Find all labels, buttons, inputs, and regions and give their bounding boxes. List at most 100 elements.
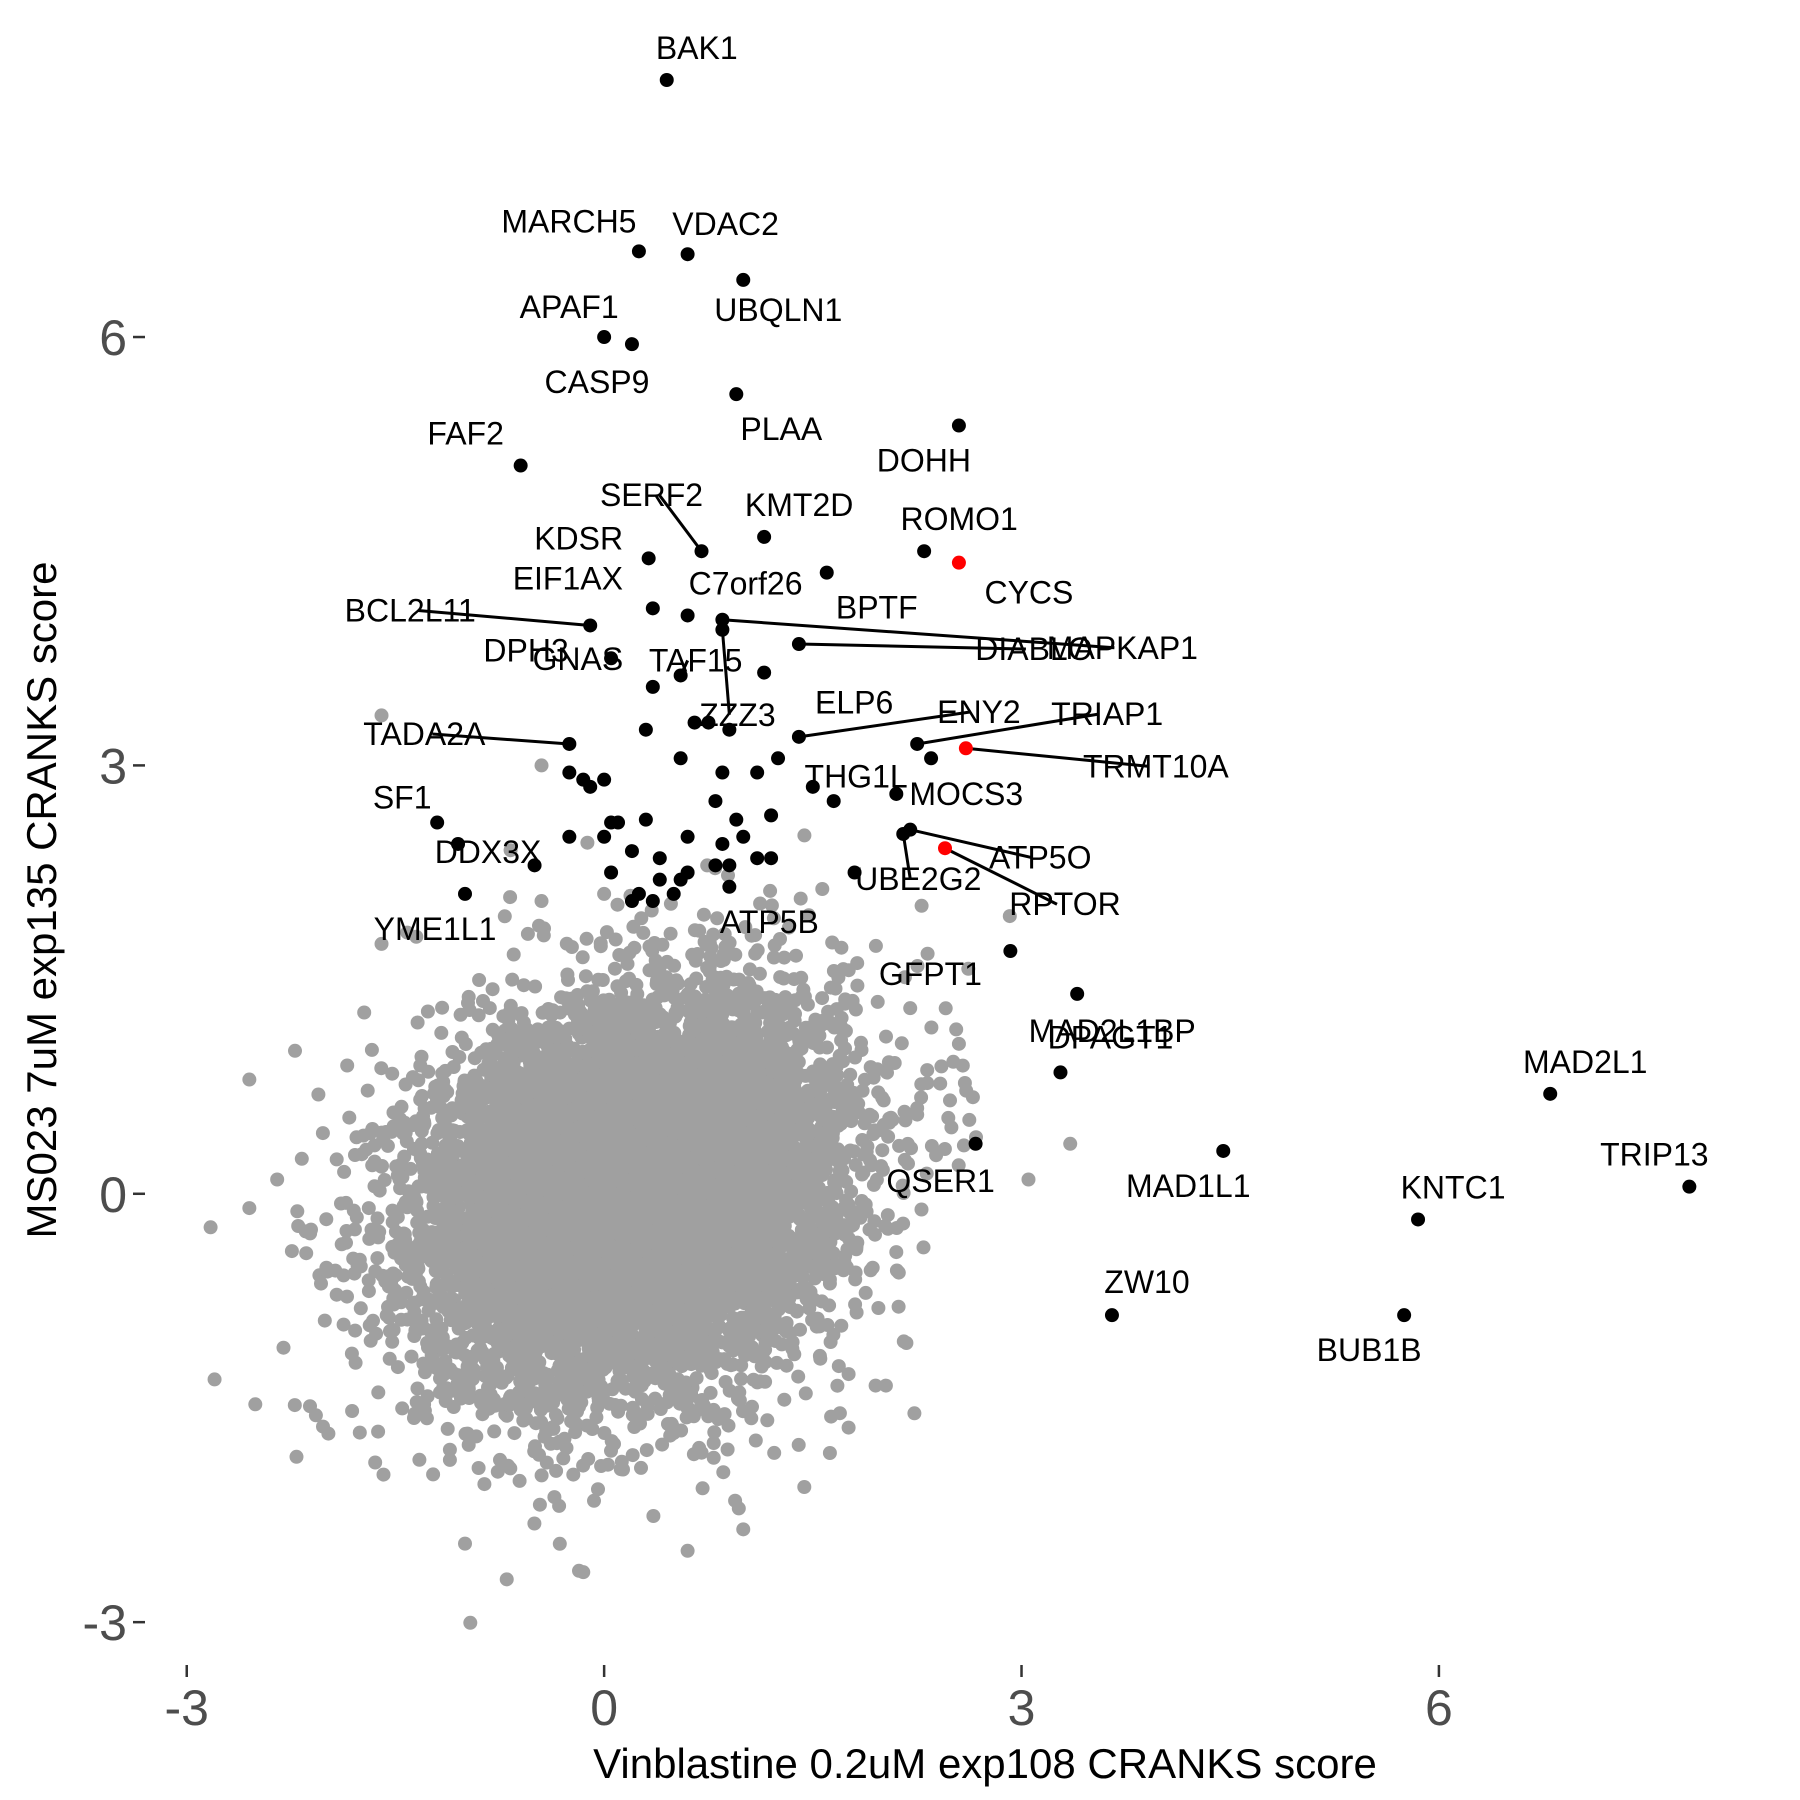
background-point [943,1093,957,1108]
background-point [337,1164,352,1179]
background-point [304,1222,318,1237]
background-point [835,1163,850,1178]
background-point [834,940,849,955]
background-point [345,1404,360,1418]
background-point [556,1451,571,1466]
background-point [924,1020,939,1035]
background-point [376,1467,391,1482]
background-point [841,1420,856,1435]
background-point [608,932,623,947]
background-point [847,1144,861,1159]
background-point [880,1208,895,1223]
background-point [848,1050,862,1065]
background-point [548,1407,563,1422]
background-point [578,969,593,984]
background-point [848,1002,863,1017]
background-point [801,908,816,923]
background-point [690,947,705,961]
background-point [410,1381,425,1396]
background-point [348,1355,363,1370]
background-point [862,1107,877,1122]
background-point [435,1000,450,1015]
background-point [445,1045,460,1059]
background-point [898,1113,913,1128]
background-point [336,1317,351,1332]
background-point [426,1199,441,1213]
background-point [398,1077,413,1092]
background-point [879,1029,893,1044]
background-point [493,1452,507,1467]
background-point [370,1251,385,1266]
background-point [891,1265,906,1280]
background-point [516,978,531,993]
background-point [766,950,781,965]
background-point [440,1421,455,1436]
background-point [420,1004,435,1019]
background-point [317,1313,332,1328]
background-point [832,1406,847,1421]
background-point [916,1240,931,1255]
background-point [794,1041,809,1056]
background-point [839,1174,854,1189]
background-point [288,1043,302,1058]
background-point [812,1348,827,1363]
background-point [706,1436,721,1450]
background-point [767,1445,782,1460]
background-point [734,1371,749,1386]
background-point [639,1443,654,1458]
background-point [248,1397,263,1412]
background-point [787,1347,802,1362]
background-point [490,1464,505,1479]
background-point [868,1378,883,1393]
background-point [797,1480,812,1494]
background-point [361,1284,376,1299]
background-point [863,1060,878,1075]
background-point [760,1413,775,1428]
background-point [469,1429,484,1444]
background-point [506,947,521,962]
background-point [353,1301,368,1316]
background-point [425,1135,440,1150]
background-point [203,1220,218,1235]
background-point [442,1452,457,1467]
background-points-layer [203,708,1078,1630]
background-point [363,1333,378,1348]
background-point [289,1449,304,1464]
background-point [876,1093,891,1108]
background-point [487,1424,502,1439]
background-point [781,920,796,935]
background-point [352,1425,367,1440]
background-point [377,1173,392,1187]
background-point [371,1424,386,1439]
background-point [720,1442,735,1457]
background-point [647,936,662,950]
background-point [311,1087,326,1102]
background-point [534,1468,549,1483]
background-point [838,992,853,1007]
background-point [299,1246,314,1261]
background-point [889,1245,904,1260]
background-point [564,940,579,954]
background-point [620,956,635,971]
background-point [854,1035,868,1050]
background-point [791,1437,806,1452]
background-point [368,1455,383,1470]
background-point [634,1460,648,1475]
background-point [442,1442,457,1457]
background-point [371,1385,386,1400]
background-point [370,1211,385,1226]
background-point [607,961,622,976]
background-point [858,1197,873,1212]
background-point [797,828,812,843]
background-point [625,1448,640,1463]
background-point [315,1126,330,1141]
background-point [777,950,792,965]
background-point [721,1418,736,1433]
background-point [458,1426,473,1441]
background-point [608,1398,622,1412]
background-point [815,882,830,896]
background-point [707,1425,722,1440]
background-point [399,1285,414,1300]
background-point [807,1271,822,1286]
